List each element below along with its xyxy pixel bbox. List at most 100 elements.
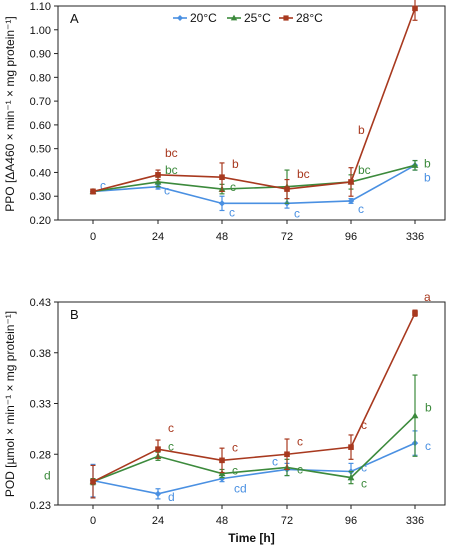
legend-label: 28°C [296, 11, 323, 25]
series-line [92, 8, 416, 193]
legend-label: 20°C [190, 11, 217, 25]
data-point [154, 490, 162, 498]
x-tick-label: 48 [216, 231, 228, 243]
series-line [92, 415, 416, 483]
y-tick-label: 0.43 [30, 297, 51, 309]
legend: 20°C 25°C 28°C [173, 11, 323, 25]
significance-label: c [230, 180, 236, 194]
significance-label: d [44, 469, 51, 483]
significance-label: c [358, 202, 364, 216]
series-20°C: c cc c cb [89, 159, 431, 220]
significance-label: c [272, 454, 278, 468]
legend-marker [230, 14, 238, 21]
data-point [284, 186, 290, 192]
significance-label: b [424, 156, 431, 170]
panel-letter: B [70, 307, 79, 322]
x-tick-label: 72 [281, 231, 293, 243]
significance-label: c [297, 434, 303, 448]
y-tick-label: 0.28 [30, 449, 51, 461]
significance-label: b [358, 123, 365, 137]
y-tick-label: 1.10 [30, 1, 51, 13]
y-tick-label: 0.33 [30, 399, 51, 411]
significance-label: c [425, 439, 431, 453]
data-point [411, 412, 419, 419]
y-tick-label: 0.30 [30, 191, 51, 203]
significance-label: bc [297, 167, 310, 181]
plot-frame [57, 5, 446, 221]
significance-label: c [361, 477, 367, 491]
significance-label: bc [165, 163, 178, 177]
x-tick-label: 48 [216, 515, 228, 527]
significance-label: c [164, 184, 170, 198]
y-tick-label: 1.00 [30, 25, 51, 37]
panel-b: 0.23 0.28 0.33 0.38 0.43 0 24 48 72 96 336 B POD [µm… [3, 290, 446, 545]
significance-label: c [294, 206, 300, 220]
legend-marker [177, 15, 183, 21]
significance-label: c [361, 461, 367, 475]
x-tick-label: 0 [90, 515, 96, 527]
y-axis-title: POD [µmol × min⁻¹ × mg protein⁻¹] [3, 311, 17, 497]
y-tick-label: 0.60 [30, 120, 51, 132]
significance-label: c [168, 421, 174, 435]
significance-label: c [229, 205, 235, 219]
significance-label: b [424, 170, 431, 184]
data-point [155, 172, 161, 178]
significance-label: c [232, 464, 238, 478]
data-point [284, 451, 290, 458]
x-axis-title: Time [h] [228, 531, 274, 545]
y-axis-title: PPO [ΔA460 × min⁻¹ × mg protein⁻¹] [3, 16, 17, 211]
series-28°C: cc cca [90, 290, 431, 499]
data-point [90, 188, 96, 195]
data-point [218, 200, 226, 207]
x-tick-label: 336 [406, 231, 424, 243]
data-point [348, 179, 354, 185]
x-tick-label: 96 [345, 231, 357, 243]
significance-label: cd [234, 482, 247, 496]
data-point [155, 446, 161, 452]
x-tick-label: 24 [152, 515, 164, 527]
y-tick-label: 0.50 [30, 144, 51, 156]
significance-label: a [424, 0, 431, 2]
y-tick-label: 0.90 [30, 49, 51, 61]
series-25°C: dcc ccb [44, 374, 432, 491]
series-line [92, 312, 416, 483]
data-point [412, 5, 418, 12]
series-28°C: bcbbcba [90, 0, 431, 200]
x-tick-label: 24 [152, 231, 164, 243]
x-tick-label: 0 [90, 231, 96, 243]
data-point [412, 310, 418, 316]
x-tick-label: 72 [281, 515, 293, 527]
significance-label: c [100, 178, 106, 192]
series-line [92, 164, 416, 205]
data-point [347, 473, 355, 481]
y-tick-label: 0.23 [30, 500, 51, 512]
data-point [219, 174, 225, 180]
data-point [154, 178, 162, 185]
significance-label: b [425, 401, 432, 415]
data-point [219, 457, 225, 464]
series-line [92, 164, 416, 193]
significance-label: c [168, 439, 174, 453]
significance-label: bc [165, 146, 178, 160]
y-tick-label: 0.70 [30, 96, 51, 108]
data-point [348, 444, 354, 450]
y-tick-label: 0.40 [30, 167, 51, 179]
data-point [90, 478, 96, 485]
data-point [347, 197, 355, 205]
significance-label: c [232, 440, 238, 454]
significance-label: bc [358, 163, 371, 177]
legend-label: 25°C [244, 11, 271, 25]
significance-label: c [361, 418, 367, 432]
panel-a: 0.20 0.30 0.40 0.50 0.60 0.70 0.80 0.90 1.00 1.10… [3, 0, 446, 243]
significance-label: a [424, 290, 431, 304]
y-tick-label: 0.38 [30, 348, 51, 360]
significance-label: c [297, 462, 303, 476]
significance-label: d [168, 490, 175, 504]
significance-label: b [232, 157, 239, 171]
x-tick-label: 96 [345, 515, 357, 527]
data-point [411, 161, 419, 168]
